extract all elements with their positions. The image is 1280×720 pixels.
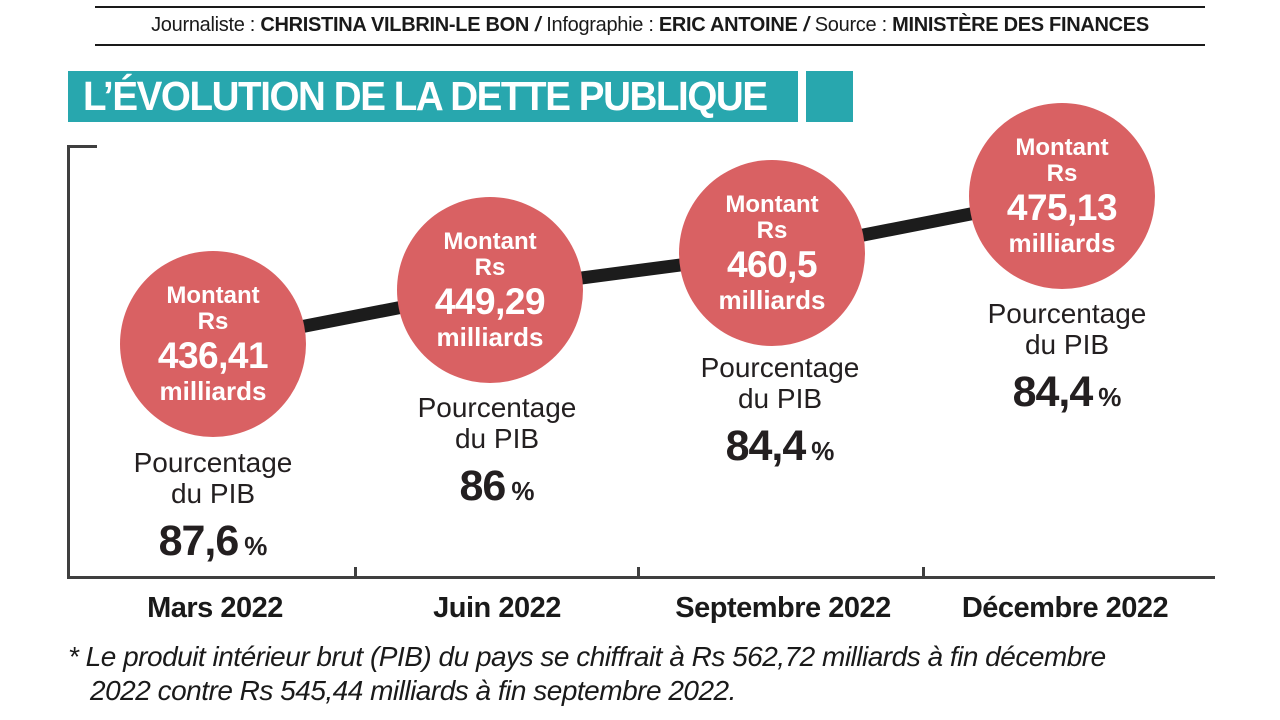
pct-block-mars: Pourcentage du PIB 87,6% [63, 447, 363, 566]
currency-label: Rs [197, 307, 229, 335]
journalist-name: CHRISTINA VILBRIN-LE BON [260, 14, 530, 36]
infographic-label: Infographie : [546, 14, 654, 36]
pct-block-juin: Pourcentage du PIB 86% [347, 392, 647, 511]
footnote-line1: * Le produit intérieur brut (PIB) du pay… [68, 641, 1106, 672]
credits-top-rule [95, 6, 1205, 8]
pct-unit: % [1098, 381, 1122, 412]
pct-label-line2: du PIB [454, 423, 540, 455]
amount-label: Montant [1015, 134, 1109, 162]
data-bubble-mars: Montant Rs 436,41 milliards [120, 251, 306, 437]
pct-label-line2: du PIB [170, 478, 256, 510]
x-axis-label-septembre: Septembre 2022 [675, 592, 891, 624]
source-label: Source : [814, 14, 887, 36]
pct-value-line: 84,4% [630, 422, 930, 471]
page-title: L’ÉVOLUTION DE LA DETTE PUBLIQUE [83, 73, 768, 119]
x-axis-tick [637, 567, 640, 576]
amount-label: Montant [166, 282, 260, 310]
pct-label-line1: Pourcentage [417, 392, 577, 423]
pct-value: 86 [459, 461, 507, 510]
pct-label-line1: Pourcentage [700, 352, 860, 383]
amount-value: 475,13 [1006, 186, 1118, 228]
amount-unit: milliards [1008, 227, 1116, 258]
source-name: MINISTÈRE DES FINANCES [892, 14, 1149, 36]
currency-label: Rs [474, 253, 506, 281]
title-banner: L’ÉVOLUTION DE LA DETTE PUBLIQUE [68, 71, 798, 122]
credits-separator: / [535, 14, 541, 36]
credits-bar: Journaliste : CHRISTINA VILBRIN-LE BON / I… [95, 14, 1205, 37]
footnote-line2: 2022 contre Rs 545,44 milliards à fin se… [90, 675, 736, 707]
journalist-label: Journaliste : [151, 14, 256, 36]
pct-value: 84,4 [725, 421, 807, 470]
infographic-name: ERIC ANTOINE [658, 14, 798, 36]
amount-value: 436,41 [157, 334, 269, 376]
x-axis-tick [922, 567, 925, 576]
currency-label: Rs [756, 216, 788, 244]
footnote: * Le produit intérieur brut (PIB) du pay… [68, 640, 1208, 708]
amount-unit: milliards [159, 375, 267, 406]
amount-label: Montant [725, 191, 819, 219]
amount-value: 449,29 [434, 280, 546, 322]
x-axis-label-mars: Mars 2022 [147, 592, 283, 624]
pct-label-line2: du PIB [1024, 329, 1110, 361]
credits-bottom-rule [95, 44, 1205, 46]
pct-block-septembre: Pourcentage du PIB 84,4% [630, 352, 930, 471]
data-bubble-decembre: Montant Rs 475,13 milliards [969, 103, 1155, 289]
data-bubble-septembre: Montant Rs 460,5 milliards [679, 160, 865, 346]
x-axis-label-juin: Juin 2022 [433, 592, 561, 624]
pct-value: 87,6 [158, 516, 240, 565]
pct-value-line: 84,4% [917, 368, 1217, 417]
x-axis-tick [354, 567, 357, 576]
pct-label-line1: Pourcentage [133, 447, 293, 478]
pct-label-line1: Pourcentage [987, 298, 1147, 329]
pct-block-decembre: Pourcentage du PIB 84,4% [917, 298, 1217, 417]
amount-label: Montant [443, 228, 537, 256]
pct-unit: % [811, 435, 835, 466]
y-axis-top-tick [67, 145, 97, 148]
x-axis-line [67, 576, 1215, 579]
pct-value-line: 86% [347, 462, 647, 511]
pct-unit: % [244, 530, 268, 561]
pct-unit: % [511, 475, 535, 506]
pct-label-line2: du PIB [737, 383, 823, 415]
credits-separator: / [803, 14, 810, 36]
currency-label: Rs [1046, 159, 1078, 187]
y-axis-line [67, 145, 70, 579]
title-end-block [806, 71, 853, 122]
amount-unit: milliards [436, 321, 544, 352]
pct-value-line: 87,6% [63, 517, 363, 566]
data-bubble-juin: Montant Rs 449,29 milliards [397, 197, 583, 383]
amount-value: 460,5 [726, 243, 818, 285]
pct-value: 84,4 [1012, 367, 1094, 416]
x-axis-label-decembre: Décembre 2022 [961, 592, 1169, 624]
amount-unit: milliards [718, 284, 826, 315]
